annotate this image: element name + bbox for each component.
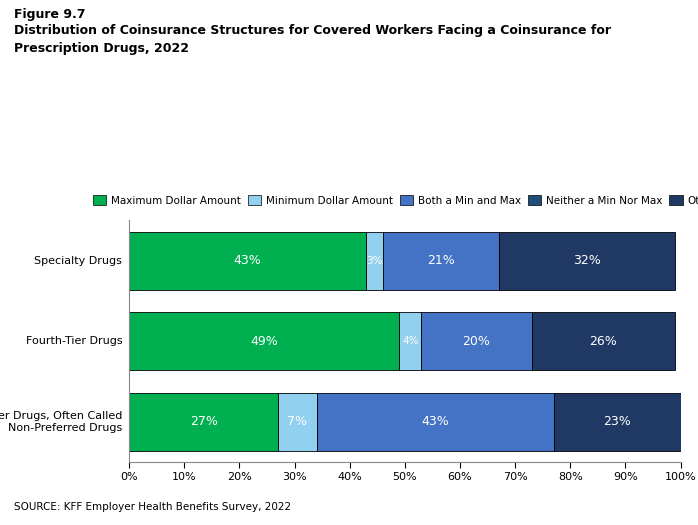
Bar	[129, 312, 399, 370]
Text: 20%: 20%	[463, 335, 491, 348]
Text: 21%: 21%	[426, 254, 454, 267]
Text: 23%: 23%	[603, 415, 631, 428]
Bar	[129, 232, 366, 290]
Text: 7%: 7%	[288, 415, 307, 428]
Bar	[278, 393, 317, 451]
Bar	[383, 232, 498, 290]
Text: Figure 9.7: Figure 9.7	[14, 8, 85, 21]
Text: 32%: 32%	[573, 254, 601, 267]
Bar	[129, 393, 278, 451]
Legend: Maximum Dollar Amount, Minimum Dollar Amount, Both a Min and Max, Neither a Min : Maximum Dollar Amount, Minimum Dollar Am…	[93, 195, 698, 206]
Bar	[532, 312, 675, 370]
Text: 3%: 3%	[366, 256, 383, 266]
Text: 43%: 43%	[422, 415, 449, 428]
Text: 49%: 49%	[251, 335, 278, 348]
Text: 43%: 43%	[234, 254, 262, 267]
Bar	[422, 312, 532, 370]
Bar	[554, 393, 681, 451]
Text: 4%: 4%	[402, 336, 419, 346]
Bar	[498, 232, 675, 290]
Text: 27%: 27%	[190, 415, 218, 428]
Bar	[399, 312, 422, 370]
Text: Distribution of Coinsurance Structures for Covered Workers Facing a Coinsurance : Distribution of Coinsurance Structures f…	[14, 24, 611, 55]
Text: 26%: 26%	[590, 335, 617, 348]
Bar	[366, 232, 383, 290]
Text: SOURCE: KFF Employer Health Benefits Survey, 2022: SOURCE: KFF Employer Health Benefits Sur…	[14, 502, 291, 512]
Bar	[317, 393, 554, 451]
